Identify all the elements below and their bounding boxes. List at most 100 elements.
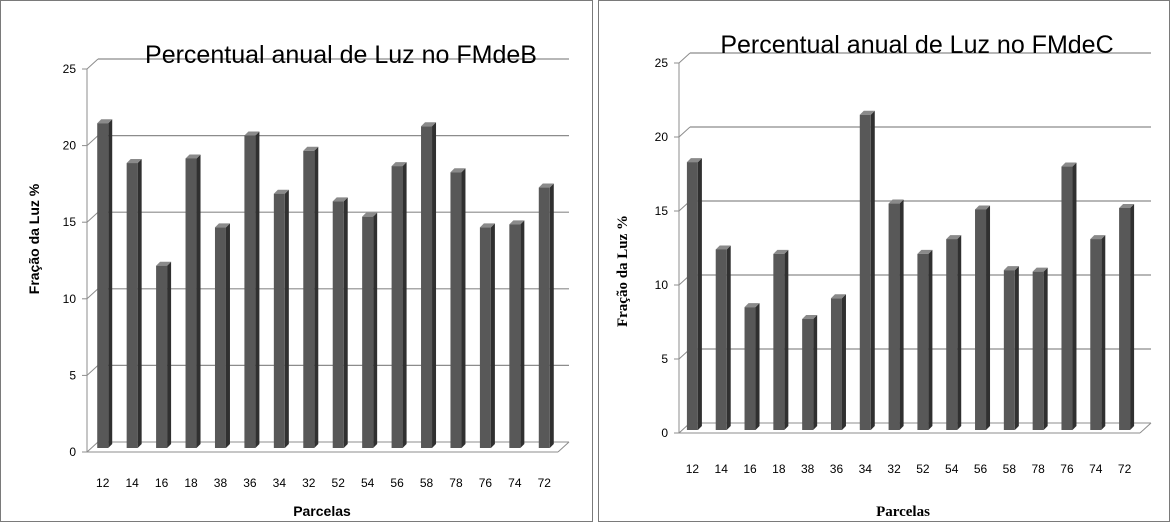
bar-side: [549, 183, 554, 448]
bar-side: [461, 168, 466, 449]
bar-side: [841, 294, 846, 430]
bar-front: [1061, 166, 1073, 430]
bar: [479, 223, 495, 448]
y-tick-label: 20: [655, 130, 669, 144]
bar-side: [1072, 162, 1077, 430]
bar-top: [1061, 162, 1077, 167]
bar-front: [830, 298, 842, 430]
bar: [1032, 267, 1048, 430]
bar-side: [255, 131, 260, 449]
x-tick-label: 56: [974, 462, 988, 476]
x-tick-label: 34: [859, 462, 873, 476]
x-tick-label: 74: [508, 476, 522, 490]
bar-front: [126, 163, 138, 448]
bar-side: [343, 197, 348, 448]
y-tick-label: 25: [655, 56, 669, 70]
x-tick-label: 72: [538, 476, 552, 490]
chart-title: Percentual anual de Luz no FMdeC: [720, 31, 1113, 59]
bar-top: [773, 249, 789, 254]
bar-front: [1090, 239, 1102, 430]
bar-front: [332, 201, 344, 448]
bar: [156, 261, 172, 448]
gridline-diagonal: [86, 135, 99, 146]
x-tick-label: 36: [243, 476, 257, 490]
bar-front: [185, 158, 197, 448]
x-tick-label: 16: [743, 462, 757, 476]
x-tick-label: 12: [96, 476, 110, 490]
bar-front: [686, 162, 698, 430]
bar-top: [859, 110, 875, 115]
bar-side: [520, 220, 525, 448]
x-tick-label: 14: [715, 462, 729, 476]
y-tick-label: 10: [655, 278, 669, 292]
chart-fmdeb: 0 5 10 15 20 25 12 14 16 18 38 36 34 32 52 54 56 58 78 76 74…: [26, 41, 570, 519]
x-tick-label: 18: [772, 462, 786, 476]
bar-front: [1119, 208, 1131, 430]
bar-front: [802, 319, 814, 430]
bar-side: [957, 235, 962, 430]
gridline-diagonal: [86, 211, 99, 223]
floor-edge: [86, 441, 99, 453]
bar-top: [1003, 266, 1019, 271]
y-axis-label: Fração da Luz %: [26, 183, 42, 294]
bar: [273, 189, 289, 449]
x-tick-label: 72: [1118, 462, 1132, 476]
x-tick-label: 58: [1003, 462, 1017, 476]
bar: [802, 315, 818, 430]
bar-top: [946, 235, 962, 240]
bar: [1119, 204, 1135, 430]
bar: [917, 249, 933, 430]
bar-top: [479, 223, 495, 228]
bar-front: [888, 203, 900, 430]
bar-top: [715, 245, 731, 250]
bar-side: [108, 119, 113, 448]
bar-top: [362, 212, 378, 217]
bar-front: [917, 253, 929, 430]
bar: [1090, 235, 1106, 430]
bar-front: [97, 123, 109, 448]
x-tick-label: 32: [302, 476, 316, 490]
x-tick-label: 18: [184, 476, 198, 490]
y-tick-label: 25: [63, 62, 77, 76]
x-tick-label: 78: [449, 476, 463, 490]
bar-side: [1014, 266, 1019, 430]
bar-side: [697, 158, 702, 430]
bar-front: [273, 193, 285, 448]
bar-front: [975, 209, 987, 430]
bar-top: [1032, 267, 1048, 272]
bar-top: [888, 199, 904, 204]
x-tick-label: 76: [479, 476, 493, 490]
bar-front: [773, 253, 785, 430]
bar-side: [755, 303, 760, 430]
bar-side: [813, 315, 818, 430]
bar: [744, 303, 760, 430]
bar: [421, 122, 437, 448]
bar-top: [686, 158, 702, 163]
bar-side: [225, 223, 230, 448]
x-tick-label: 12: [686, 462, 700, 476]
bar: [362, 212, 378, 448]
bar-front: [1003, 270, 1015, 430]
bar-top: [1090, 235, 1106, 240]
bar-side: [402, 162, 407, 448]
bar-side: [196, 154, 201, 448]
bar-side: [1130, 204, 1135, 430]
x-tick-label: 38: [801, 462, 815, 476]
bar-front: [479, 227, 491, 448]
bar-top: [156, 261, 172, 266]
chart-title: Percentual anual de Luz no FMdeB: [145, 41, 537, 69]
bar-front: [946, 239, 958, 430]
bar: [185, 154, 201, 448]
bar-top: [244, 131, 260, 136]
y-tick-label: 15: [655, 204, 669, 218]
bar-side: [284, 189, 289, 449]
bar: [888, 199, 904, 430]
bar-front: [391, 166, 403, 448]
bar-front: [1032, 271, 1044, 430]
bar-top: [538, 183, 554, 188]
bar-side: [870, 110, 875, 430]
bar-top: [273, 189, 289, 194]
bar-side: [928, 249, 933, 430]
y-tick-label: 10: [63, 292, 77, 306]
bar-top: [744, 303, 760, 308]
